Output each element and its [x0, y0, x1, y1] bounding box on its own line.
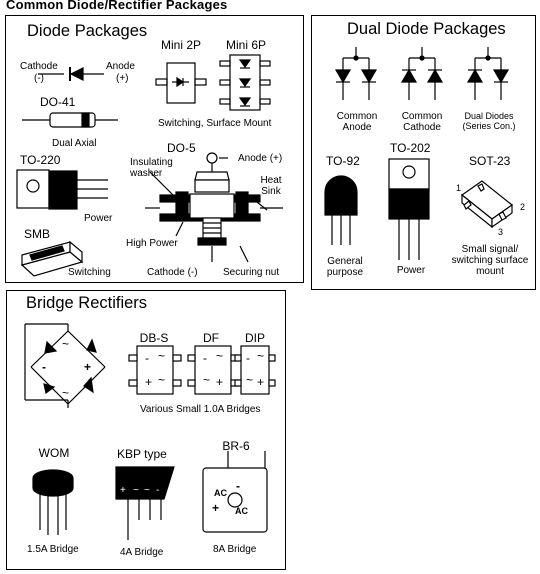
wom-package	[32, 469, 74, 535]
dbs-label: DB-S	[139, 331, 169, 345]
bridge-tilde-bottom: ~	[62, 386, 70, 400]
dual-diode-panel	[311, 15, 536, 290]
cathode-label: Cathode	[20, 61, 58, 72]
switching-sm-label: Switching, Surface Mount	[158, 118, 272, 129]
common-cathode-symbol	[400, 47, 444, 100]
sot23-package	[460, 180, 514, 229]
sot23-pin2-label: 2	[520, 202, 526, 212]
to202-package	[388, 158, 430, 260]
bridge-minus: -	[42, 360, 46, 374]
bridge-title: Bridge Rectifiers	[26, 294, 148, 312]
df-minus: -	[203, 351, 207, 365]
various-bridges-label: Various Small 1.0A Bridges	[140, 404, 261, 415]
common-anode-label: Common Anode	[336, 111, 378, 133]
br6-ac-top: AC	[214, 488, 227, 498]
dbs-minus: -	[145, 351, 149, 365]
dbs-tilde-top: ~	[158, 349, 166, 363]
wom-rating-label: 1.5A Bridge	[27, 544, 79, 555]
smb-package	[20, 240, 84, 277]
bridge-panel	[6, 290, 286, 570]
kbp-tilde-1: ~	[133, 485, 139, 496]
kbp-package	[115, 466, 175, 540]
cathode-minus-label: Cathode (-)	[147, 267, 198, 278]
smb-switching-label: Switching	[68, 267, 111, 278]
to92-package	[324, 175, 358, 245]
to220-power-label: Power	[84, 213, 113, 224]
kbp-label: KBP type	[117, 447, 167, 461]
to220-label: TO-220	[20, 153, 61, 167]
common-anode-symbol	[334, 47, 378, 100]
page-title: Common Diode/Rectifier Packages	[6, 0, 228, 12]
diode-packages-panel	[5, 15, 304, 283]
df-plus: +	[216, 375, 224, 389]
wom-label: WOM	[38, 446, 70, 460]
general-purpose-label: General purpose	[326, 256, 364, 278]
cathode-sign-label: (-)	[34, 73, 44, 84]
dip-minus: -	[246, 351, 250, 365]
to92-label: TO-92	[326, 154, 360, 168]
dip-package	[234, 345, 276, 395]
anode-sign-label: (+)	[116, 73, 129, 84]
securing-nut-label: Securing nut	[223, 267, 280, 278]
anode-label: Anode	[106, 61, 135, 72]
bridge-symbol	[24, 323, 106, 408]
dbs-tilde-bottom: ~	[158, 373, 166, 387]
dip-tilde-bottom: ~	[246, 373, 254, 387]
kbp-plus: +	[120, 485, 126, 496]
high-power-label: High Power	[126, 238, 178, 249]
dbs-package	[128, 345, 182, 395]
dip-tilde-top: ~	[257, 349, 265, 363]
dual-axial-label: Dual Axial	[52, 138, 97, 149]
sot23-pin3-label: 3	[498, 227, 504, 237]
kbp-minus: -	[156, 485, 160, 496]
kbp-rating-label: 4A Bridge	[120, 547, 164, 558]
kbp-tilde-2: ~	[144, 485, 150, 496]
do5-package	[145, 152, 283, 263]
bridge-plus: +	[84, 360, 92, 374]
heat-sink-label: Heat Sink	[260, 175, 282, 197]
do41-label: DO-41	[40, 95, 76, 109]
sot23-label: SOT-23	[469, 154, 511, 168]
common-cathode-label: Common Cathode	[401, 111, 443, 133]
dbs-plus: +	[145, 375, 153, 389]
br6-plus: +	[212, 501, 220, 515]
small-signal-label: Small signal/ switching surface mount	[451, 244, 529, 277]
br6-label: BR-6	[222, 439, 250, 453]
bridge-tilde-top: ~	[62, 337, 70, 351]
anode-plus-label: Anode (+)	[238, 153, 283, 164]
br6-ac-bottom: AC	[235, 506, 248, 516]
insulating-washer-label: Insulating washer	[130, 157, 173, 179]
dual-series-label: Dual Diodes (Series Con.)	[462, 111, 516, 131]
df-tilde-top: ~	[216, 349, 224, 363]
mini2p-label: Mini 2P	[160, 38, 202, 52]
to202-label: TO-202	[390, 141, 431, 155]
br6-rating-label: 8A Bridge	[213, 544, 257, 555]
br6-minus: -	[236, 479, 240, 493]
dip-label: DIP	[244, 331, 266, 345]
to220-package	[16, 169, 108, 210]
dual-series-symbol	[466, 47, 510, 100]
mini2p-package	[155, 62, 207, 104]
mini6p-label: Mini 6P	[225, 38, 267, 52]
do41-package	[22, 112, 118, 128]
br6-package	[202, 451, 268, 533]
df-label: DF	[203, 331, 219, 345]
do5-label: DO-5	[167, 141, 196, 155]
dual-diode-title: Dual Diode Packages	[347, 20, 506, 38]
dip-plus: +	[257, 375, 265, 389]
diode-packages-title: Diode Packages	[27, 22, 148, 40]
df-package	[187, 345, 239, 395]
mini6p-package	[219, 54, 271, 111]
df-tilde-bottom: ~	[203, 373, 211, 387]
diode-symbol	[38, 67, 104, 81]
sot23-pin1-label: 1	[456, 183, 462, 193]
to202-power-label: Power	[396, 265, 426, 276]
smb-label: SMB	[24, 227, 51, 241]
